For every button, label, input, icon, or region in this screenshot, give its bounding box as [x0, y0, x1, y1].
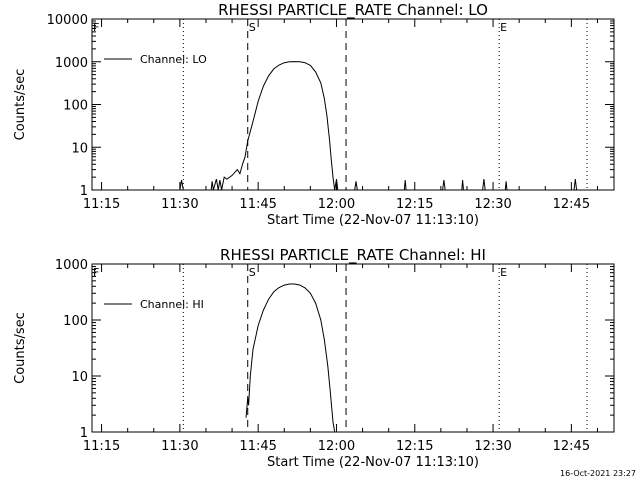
x-tick-label: 11:15: [83, 439, 120, 454]
chart-panel-1: RHESSI PARTICLE_RATE Channel: LO 11:15 11:…: [13, 1, 615, 228]
x-tick-label: 11:30: [161, 439, 198, 454]
y-tick-label: 1000: [55, 56, 88, 71]
y-axis-label: Counts/sec: [13, 69, 28, 141]
time-marker-label: E: [500, 21, 507, 34]
y-tick-label: 100: [63, 99, 88, 114]
x-axis-label: Start Time (22-Nov-07 11:13:10): [267, 455, 479, 470]
plot-frame: [91, 263, 615, 433]
chart-title: RHESSI PARTICLE_RATE Channel: LO: [218, 1, 488, 20]
x-tick-label: 12:30: [474, 439, 511, 454]
y-tick-label: 100: [63, 314, 88, 329]
chart-title: RHESSI PARTICLE_RATE Channel: HI: [220, 246, 486, 265]
legend-label: Channel: LO: [140, 53, 207, 66]
x-tick-label: 12:30: [474, 197, 511, 212]
y-axis-label: Counts/sec: [13, 312, 28, 384]
time-marker-label: S: [249, 266, 256, 279]
time-marker-label: F: [93, 21, 99, 34]
footer-timestamp: 16-Oct-2021 23:27: [560, 469, 636, 478]
plot-frame: [91, 18, 615, 191]
x-axis-label: Start Time (22-Nov-07 11:13:10): [267, 213, 479, 228]
x-tick-label: 12:45: [553, 439, 590, 454]
x-tick-label: 11:45: [239, 197, 276, 212]
time-marker-label: F: [93, 266, 99, 279]
x-tick-label: 11:15: [83, 197, 120, 212]
x-tick-label: 12:00: [318, 439, 355, 454]
x-tick-label: 11:45: [239, 439, 276, 454]
x-tick-label: 11:30: [161, 197, 198, 212]
x-tick-label: 12:45: [553, 197, 590, 212]
y-tick-label: 10: [71, 370, 88, 385]
x-tick-label: 12:15: [396, 197, 433, 212]
chart-panel-2: RHESSI PARTICLE_RATE Channel: HI 11:15 11:…: [13, 246, 615, 470]
series-line: [245, 283, 336, 433]
series-line: [92, 61, 614, 191]
legend-label: Channel: HI: [140, 298, 204, 311]
y-tick-label: 10: [71, 141, 88, 156]
time-marker-label: E: [500, 266, 507, 279]
x-tick-label: 12:15: [396, 439, 433, 454]
x-tick-label: 12:00: [318, 197, 355, 212]
time-marker-label: S: [249, 21, 256, 34]
y-tick-label: 1: [80, 426, 88, 441]
y-tick-label: 10000: [47, 13, 88, 28]
y-tick-label: 1000: [55, 258, 88, 273]
y-tick-label: 1: [80, 184, 88, 199]
